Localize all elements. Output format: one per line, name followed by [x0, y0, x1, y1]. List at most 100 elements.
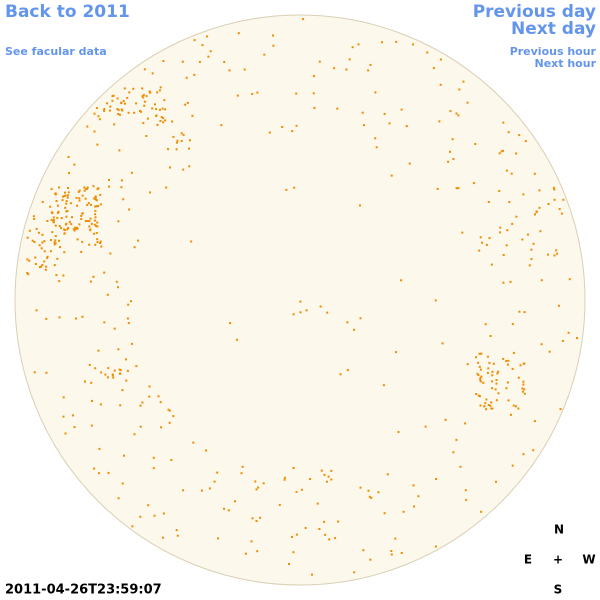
- facular-point: [524, 140, 527, 143]
- facular-point: [93, 467, 96, 470]
- facular-point: [104, 373, 107, 376]
- facular-point: [93, 223, 96, 226]
- facular-point: [189, 139, 191, 142]
- facular-point: [368, 495, 371, 498]
- facular-point: [154, 103, 156, 106]
- facular-point: [228, 69, 231, 72]
- facular-point: [193, 73, 196, 76]
- facular-point: [97, 115, 100, 118]
- facular-point: [499, 231, 502, 234]
- facular-point: [511, 323, 514, 326]
- facular-point: [241, 465, 244, 468]
- facular-point: [135, 102, 138, 105]
- facular-point: [548, 350, 551, 353]
- facular-point: [70, 223, 73, 226]
- facular-point: [45, 265, 48, 268]
- facular-point: [56, 257, 59, 260]
- facular-point: [559, 408, 562, 411]
- facular-point: [76, 238, 79, 241]
- facular-point: [502, 149, 504, 152]
- facular-point: [74, 226, 77, 229]
- facular-point: [205, 449, 208, 452]
- facular-point: [113, 123, 116, 126]
- facular-point: [51, 231, 54, 234]
- facular-point: [145, 95, 148, 98]
- previous-day-link[interactable]: Previous day: [473, 2, 596, 22]
- facular-point: [535, 210, 538, 213]
- facular-point: [73, 229, 76, 232]
- facular-point: [120, 179, 123, 182]
- facular-point: [400, 108, 403, 111]
- facular-point: [484, 402, 487, 405]
- back-link[interactable]: Back to 2011: [5, 2, 130, 22]
- next-day-link[interactable]: Next day: [511, 19, 596, 39]
- facular-point: [295, 490, 298, 493]
- facular-point: [68, 220, 71, 223]
- facular-point: [59, 246, 61, 249]
- facular-point: [72, 228, 75, 231]
- facular-point: [466, 101, 469, 104]
- facular-data-link[interactable]: See facular data: [5, 45, 107, 58]
- facular-point: [127, 322, 130, 325]
- facular-point: [61, 199, 64, 202]
- facular-point: [56, 216, 59, 219]
- facular-point: [540, 343, 543, 346]
- facular-point: [521, 387, 524, 390]
- facular-point: [41, 241, 44, 244]
- facular-point: [164, 119, 167, 122]
- facular-point: [383, 113, 386, 115]
- facular-point: [479, 236, 482, 239]
- facular-point: [484, 323, 487, 326]
- facular-point: [118, 113, 121, 116]
- previous-hour-link[interactable]: Previous hour: [510, 45, 597, 58]
- compass-east: E: [524, 553, 532, 567]
- facular-point: [45, 371, 48, 374]
- facular-point: [35, 309, 38, 312]
- facular-point: [83, 186, 86, 189]
- facular-point: [159, 108, 161, 111]
- facular-point: [240, 472, 243, 475]
- facular-point: [377, 491, 380, 494]
- facular-point: [117, 113, 120, 115]
- facular-point: [98, 447, 101, 450]
- facular-point: [480, 510, 483, 513]
- facular-point: [54, 192, 57, 195]
- facular-point: [128, 208, 131, 211]
- facular-point: [505, 244, 508, 247]
- facular-point: [190, 240, 193, 243]
- facular-point: [209, 50, 212, 53]
- compass-west: W: [582, 553, 595, 567]
- facular-point: [84, 197, 87, 200]
- facular-point: [522, 380, 525, 383]
- facular-point: [502, 281, 505, 284]
- facular-point: [207, 55, 210, 58]
- next-hour-link[interactable]: Next hour: [535, 57, 597, 70]
- compass-south: S: [554, 583, 563, 597]
- facular-point: [293, 186, 296, 189]
- facular-point: [26, 272, 29, 274]
- facular-point: [451, 138, 454, 141]
- facular-point: [46, 220, 49, 222]
- facular-point: [434, 545, 437, 548]
- facular-point: [462, 80, 465, 83]
- facular-point: [213, 480, 216, 483]
- facular-point: [491, 380, 494, 383]
- facular-point: [244, 552, 247, 555]
- facular-point: [43, 240, 46, 243]
- facular-point: [192, 441, 195, 444]
- facular-point: [120, 101, 123, 104]
- facular-point: [117, 286, 119, 289]
- facular-point: [495, 382, 498, 385]
- facular-point: [53, 264, 56, 267]
- facular-point: [75, 196, 78, 199]
- facular-point: [78, 223, 81, 226]
- facular-point: [502, 121, 505, 124]
- facular-point: [227, 509, 230, 512]
- facular-point: [111, 373, 114, 376]
- facular-point: [89, 217, 92, 220]
- facular-point: [26, 236, 29, 239]
- facular-point: [58, 186, 60, 189]
- facular-point: [56, 211, 59, 214]
- facular-point: [67, 191, 70, 194]
- facular-point: [487, 404, 490, 406]
